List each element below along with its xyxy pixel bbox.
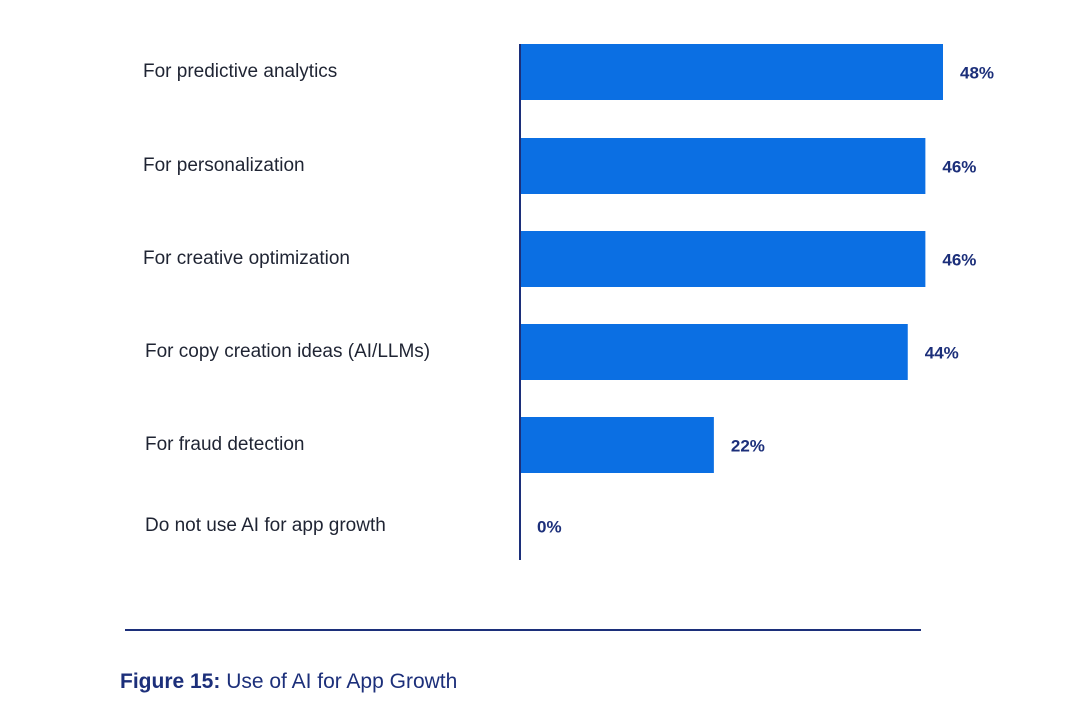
figure-title: Use of AI for App Growth: [220, 670, 458, 693]
value-label-5: 0%: [537, 517, 562, 536]
bar-2: [520, 231, 926, 287]
figure-caption: Figure 15: Use of AI for App Growth: [120, 670, 457, 694]
category-label-4: For fraud detection: [145, 434, 304, 455]
category-label-1: For personalization: [143, 155, 305, 176]
bar-1: [520, 138, 926, 194]
category-label-0: For predictive analytics: [143, 61, 337, 82]
category-label-5: Do not use AI for app growth: [145, 515, 386, 536]
bar-chart: For predictive analytics 48% For personali…: [143, 44, 994, 560]
bar-4: [520, 417, 714, 473]
value-label-4: 22%: [731, 436, 765, 455]
value-label-3: 44%: [925, 343, 959, 362]
bar-3: [520, 324, 908, 380]
category-label-3: For copy creation ideas (AI/LLMs): [145, 341, 430, 362]
value-label-1: 46%: [942, 157, 976, 176]
category-label-2: For creative optimization: [143, 248, 350, 269]
bar-0: [520, 44, 943, 100]
value-label-2: 46%: [942, 250, 976, 269]
caption-divider: [125, 629, 921, 631]
figure-number: Figure 15:: [120, 670, 221, 693]
value-label-0: 48%: [960, 63, 994, 82]
